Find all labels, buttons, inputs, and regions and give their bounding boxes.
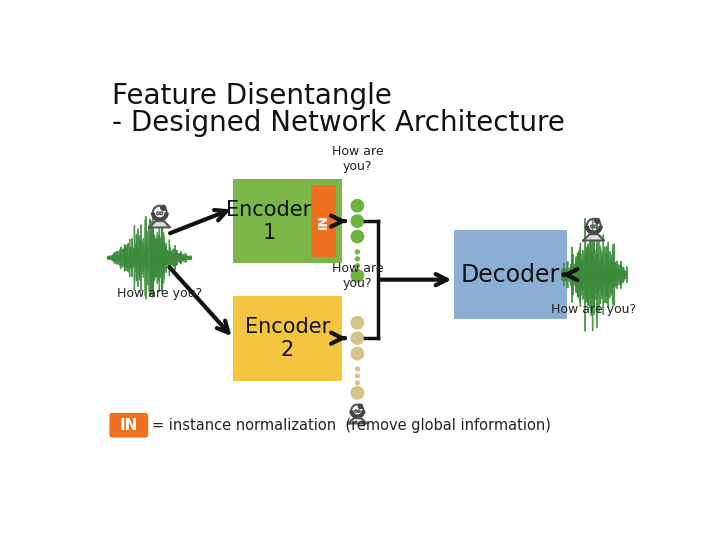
Text: How are you?: How are you? <box>552 303 636 316</box>
Polygon shape <box>583 234 604 240</box>
Bar <box>311 185 336 257</box>
Text: Feature Disentangle: Feature Disentangle <box>112 82 392 110</box>
Circle shape <box>356 264 359 268</box>
Circle shape <box>351 332 364 345</box>
Circle shape <box>351 269 364 282</box>
Text: How are
you?: How are you? <box>332 262 383 289</box>
Text: IN: IN <box>317 214 330 228</box>
Polygon shape <box>348 418 366 423</box>
Circle shape <box>359 404 363 408</box>
Text: Decoder: Decoder <box>461 262 560 287</box>
Circle shape <box>351 200 364 212</box>
Circle shape <box>161 205 166 210</box>
Text: IN: IN <box>120 417 138 433</box>
Text: Encoder
2: Encoder 2 <box>245 316 330 360</box>
Text: = instance normalization  (remove global information): = instance normalization (remove global … <box>152 417 551 433</box>
Circle shape <box>595 219 600 224</box>
Text: How are
you?: How are you? <box>332 145 383 173</box>
Bar <box>454 231 567 319</box>
Circle shape <box>351 316 364 329</box>
Bar <box>233 179 342 264</box>
Polygon shape <box>149 221 170 227</box>
Circle shape <box>351 231 364 242</box>
Bar <box>233 296 342 381</box>
Circle shape <box>351 347 364 360</box>
Text: Encoder
1: Encoder 1 <box>226 199 312 242</box>
Text: How are you?: How are you? <box>117 287 202 300</box>
Circle shape <box>356 374 359 378</box>
Circle shape <box>356 381 359 384</box>
Circle shape <box>356 250 359 254</box>
Circle shape <box>351 215 364 227</box>
Circle shape <box>356 367 359 371</box>
FancyBboxPatch shape <box>109 413 148 437</box>
Text: - Designed Network Architecture: - Designed Network Architecture <box>112 110 564 138</box>
Circle shape <box>351 387 364 399</box>
Circle shape <box>356 257 359 261</box>
